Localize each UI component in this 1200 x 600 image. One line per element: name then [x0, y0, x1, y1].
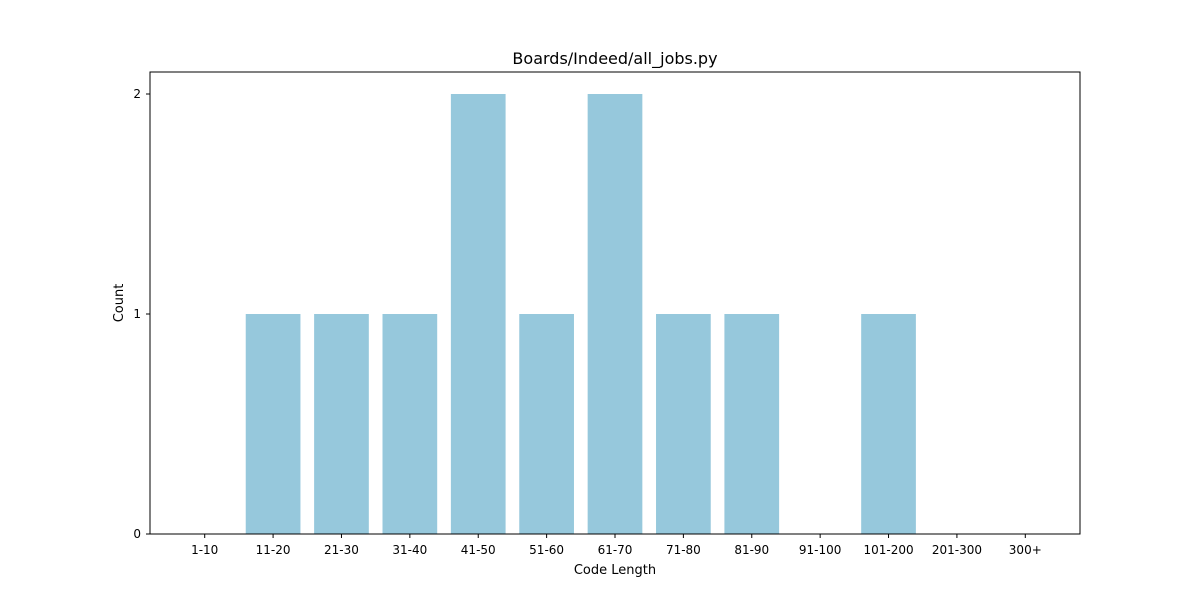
- x-tick-label: 21-30: [324, 543, 359, 557]
- x-axis-label: Code Length: [574, 563, 656, 578]
- bar-81-90: [724, 314, 780, 534]
- bar-101-200: [861, 314, 916, 534]
- x-tick-label: 101-200: [863, 543, 913, 557]
- bar-61-70: [587, 94, 643, 534]
- bar-11-20: [245, 314, 301, 534]
- x-tick-label: 91-100: [799, 543, 842, 557]
- x-tick-label: 71-80: [666, 543, 701, 557]
- y-tick-label: 2: [133, 87, 141, 101]
- bar-71-80: [656, 314, 711, 534]
- x-tick-label: 1-10: [191, 543, 218, 557]
- y-axis: 0 1 2: [133, 87, 150, 541]
- x-tick-label: 61-70: [598, 543, 633, 557]
- x-tick-label: 201-300: [932, 543, 982, 557]
- bars-group: [245, 94, 916, 534]
- chart-title: Boards/Indeed/all_jobs.py: [512, 49, 717, 69]
- bar-51-60: [519, 314, 574, 534]
- bar-41-50: [450, 94, 506, 534]
- x-tick-label: 11-20: [256, 543, 291, 557]
- y-tick-label: 1: [133, 307, 141, 321]
- y-axis-label: Count: [112, 284, 127, 323]
- x-tick-label: 300+: [1009, 543, 1042, 557]
- x-axis: 1-10 11-20 21-30 31-40 41-50 51-60 61-70 71-80 8…: [191, 534, 1042, 557]
- bar-21-30: [314, 314, 369, 534]
- bar-31-40: [382, 314, 438, 534]
- x-tick-label: 41-50: [461, 543, 496, 557]
- y-tick-label: 0: [133, 527, 141, 541]
- x-tick-label: 51-60: [529, 543, 564, 557]
- x-tick-label: 81-90: [734, 543, 769, 557]
- x-tick-label: 31-40: [392, 543, 427, 557]
